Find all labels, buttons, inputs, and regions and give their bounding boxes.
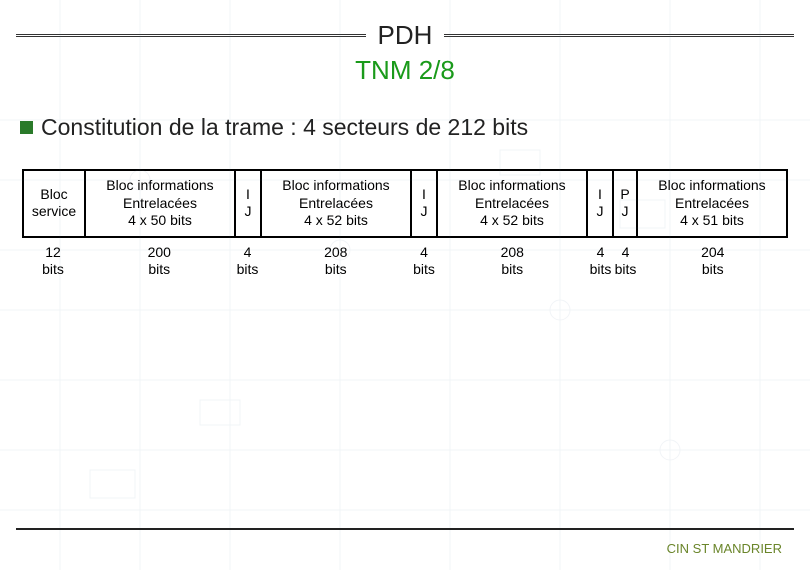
frame-cell: IJ bbox=[588, 171, 614, 236]
frame-cell-line: Entrelacées bbox=[675, 195, 749, 213]
bullet-item: Constitution de la trame : 4 secteurs de… bbox=[20, 114, 790, 141]
title-rule-left bbox=[16, 34, 366, 38]
frame-cell-line: J bbox=[622, 203, 629, 221]
frame-bits-value: 208 bbox=[324, 244, 347, 262]
footer-rule bbox=[16, 528, 794, 530]
frame-cell: Bloc informationsEntrelacées4 x 52 bits bbox=[438, 171, 588, 236]
frame-bits-unit: bits bbox=[42, 261, 64, 279]
frame-bits-unit: bits bbox=[325, 261, 347, 279]
frame-cell-line: J bbox=[245, 203, 252, 221]
frame-bits-label: 4bits bbox=[588, 244, 614, 279]
frame-bits-value: 4 bbox=[597, 244, 605, 262]
frame-cell-line: service bbox=[32, 203, 76, 221]
frame-bits-unit: bits bbox=[702, 261, 724, 279]
frame-cell-line: Entrelacées bbox=[299, 195, 373, 213]
frame-cell: IJ bbox=[412, 171, 438, 236]
frame-bits-labels-row: 12bits200bits4bits208bits4bits208bits4bi… bbox=[22, 244, 788, 279]
frame-cell: Blocservice bbox=[24, 171, 86, 236]
frame-cell: IJ bbox=[236, 171, 262, 236]
frame-cell-line: 4 x 52 bits bbox=[304, 212, 368, 230]
slide-header: PDH TNM 2/8 bbox=[0, 0, 810, 86]
page-subtitle: TNM 2/8 bbox=[0, 55, 810, 86]
frame-cell-line: Entrelacées bbox=[475, 195, 549, 213]
frame-cell: PJ bbox=[614, 171, 638, 236]
frame-bits-value: 4 bbox=[420, 244, 428, 262]
frame-bits-label: 208bits bbox=[261, 244, 412, 279]
frame-bits-label: 12bits bbox=[22, 244, 84, 279]
frame-bits-unit: bits bbox=[148, 261, 170, 279]
frame-bits-unit: bits bbox=[501, 261, 523, 279]
frame-cell-line: I bbox=[598, 186, 602, 204]
frame-bits-value: 4 bbox=[244, 244, 252, 262]
frame-bits-value: 204 bbox=[701, 244, 724, 262]
bullet-text: Constitution de la trame : 4 secteurs de… bbox=[41, 114, 528, 141]
frame-cell-line: 4 x 50 bits bbox=[128, 212, 192, 230]
frame-bits-unit: bits bbox=[590, 261, 612, 279]
frame-cell-line: I bbox=[422, 186, 426, 204]
frame-cell-line: Bloc informations bbox=[458, 177, 565, 195]
frame-bits-label: 208bits bbox=[437, 244, 588, 279]
frame-cell-line: 4 x 52 bits bbox=[480, 212, 544, 230]
frame-bits-label: 4bits bbox=[235, 244, 261, 279]
frame-bits-value: 208 bbox=[501, 244, 524, 262]
frame-bits-value: 12 bbox=[45, 244, 61, 262]
frame-cell-line: J bbox=[421, 203, 428, 221]
title-rule-right bbox=[444, 34, 794, 38]
frame-cell-line: P bbox=[620, 186, 629, 204]
frame-cell-line: Bloc informations bbox=[282, 177, 389, 195]
frame-cell: Bloc informationsEntrelacées4 x 51 bits bbox=[638, 171, 786, 236]
page-title: PDH bbox=[378, 20, 433, 51]
frame-bits-label: 204bits bbox=[638, 244, 789, 279]
frame-cell-line: Bloc bbox=[40, 186, 67, 204]
frame-structure-table: BlocserviceBloc informationsEntrelacées4… bbox=[22, 169, 788, 238]
frame-bits-value: 200 bbox=[148, 244, 171, 262]
bullet-square-icon bbox=[20, 121, 33, 134]
frame-cell-line: 4 x 51 bits bbox=[680, 212, 744, 230]
footer-credit: CIN ST MANDRIER bbox=[667, 541, 782, 556]
frame-bits-label: 4bits bbox=[614, 244, 638, 279]
frame-cell-line: I bbox=[246, 186, 250, 204]
frame-cell-line: Entrelacées bbox=[123, 195, 197, 213]
frame-cell-line: Bloc informations bbox=[106, 177, 213, 195]
frame-bits-unit: bits bbox=[615, 261, 637, 279]
frame-bits-unit: bits bbox=[237, 261, 259, 279]
frame-cell: Bloc informationsEntrelacées4 x 50 bits bbox=[86, 171, 236, 236]
frame-bits-label: 200bits bbox=[84, 244, 235, 279]
frame-cell: Bloc informationsEntrelacées4 x 52 bits bbox=[262, 171, 412, 236]
slide-content: Constitution de la trame : 4 secteurs de… bbox=[0, 86, 810, 279]
frame-bits-label: 4bits bbox=[411, 244, 437, 279]
frame-bits-unit: bits bbox=[413, 261, 435, 279]
frame-cell-line: Bloc informations bbox=[658, 177, 765, 195]
frame-cell-line: J bbox=[597, 203, 604, 221]
frame-bits-value: 4 bbox=[622, 244, 630, 262]
title-row: PDH bbox=[0, 20, 810, 51]
